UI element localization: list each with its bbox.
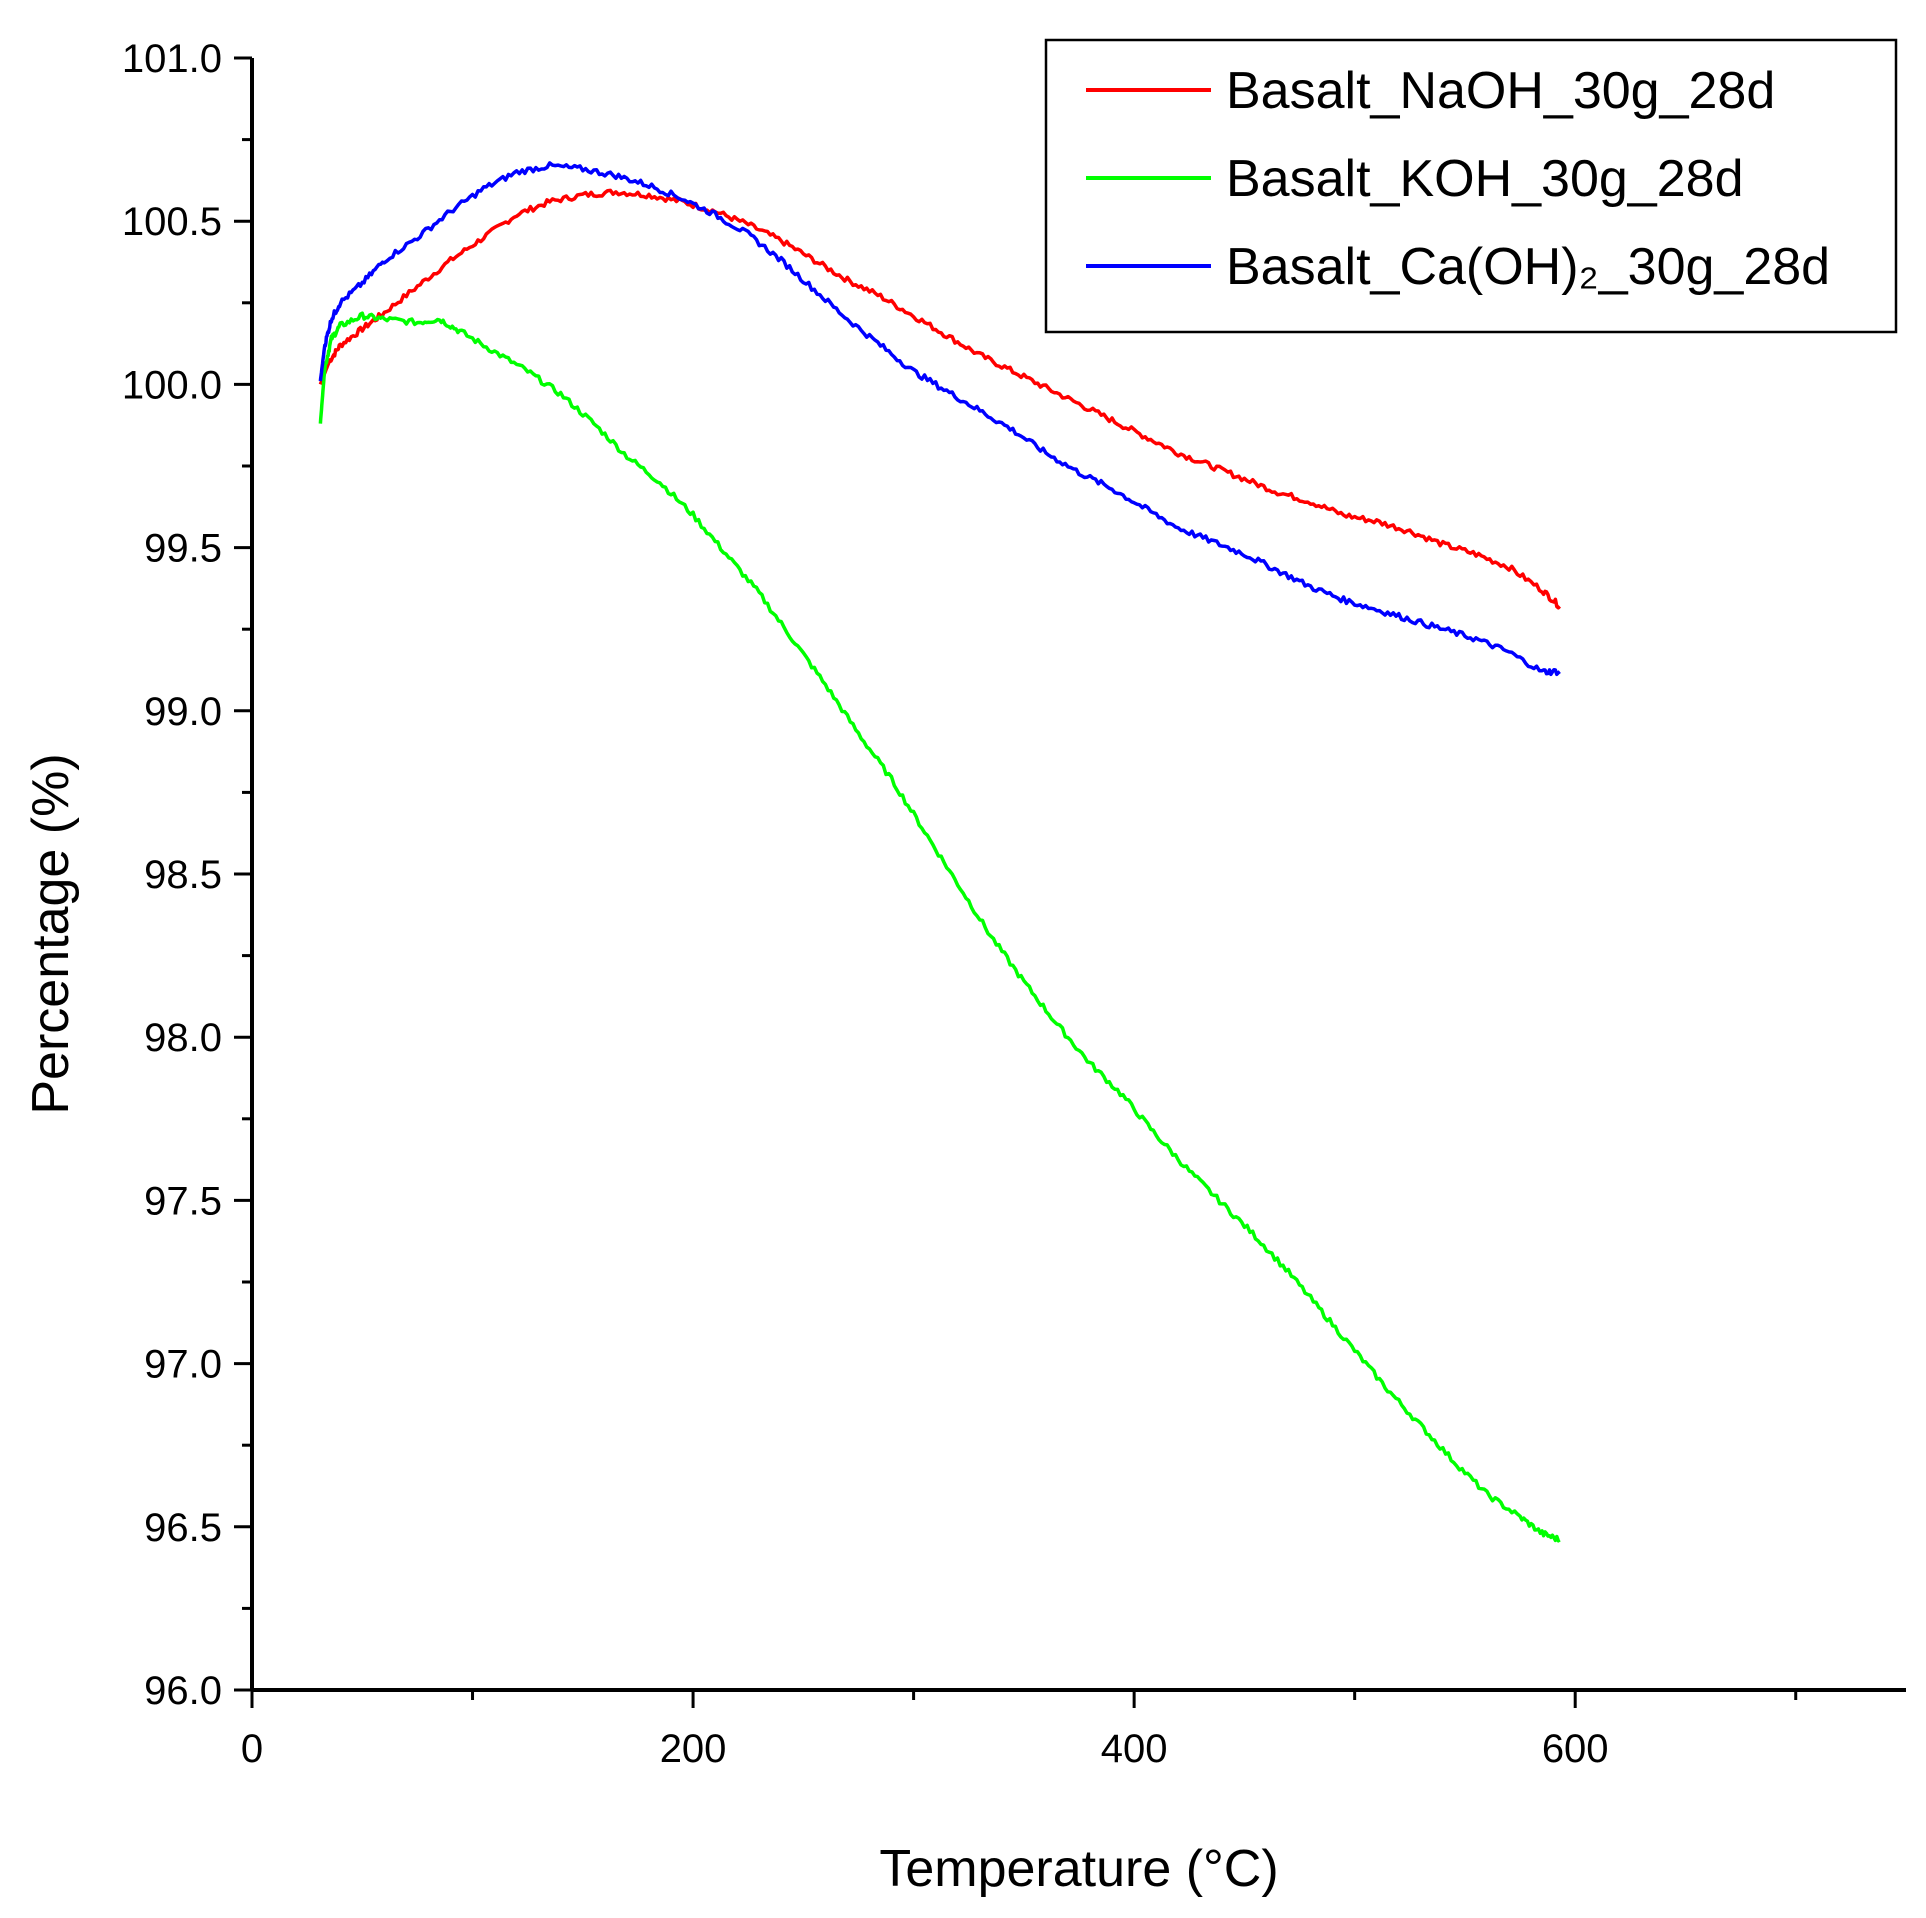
x-tick-label: 0 (241, 1727, 263, 1771)
series-line-1 (318, 188, 1561, 610)
y-tick-label: 100.0 (122, 363, 222, 407)
x-tick-label: 200 (660, 1727, 727, 1771)
y-tick-label: 98.0 (144, 1016, 222, 1060)
y-tick-label: 96.0 (144, 1669, 222, 1713)
series-line-2 (318, 311, 1561, 1543)
y-tick-label: 97.0 (144, 1343, 222, 1387)
y-tick-label: 100.5 (122, 200, 222, 244)
series-layer (318, 161, 1561, 1543)
axes: 96.0 96.5 97.0 97.5 98.0 98.5 99.0 99.5 100.0 100… (122, 37, 1906, 1771)
y-tick-label: 101.0 (122, 37, 222, 81)
x-tick-label: 400 (1101, 1727, 1168, 1771)
y-tick-label: 99.0 (144, 690, 222, 734)
legend: Basalt_NaOH_30g_28d Basalt_KOH_30g_28d Bas… (1044, 38, 1898, 334)
series-line-3 (318, 161, 1561, 677)
x-tick-label: 600 (1542, 1727, 1609, 1771)
y-axis-title: Percentage (%) (22, 753, 80, 1114)
y-tick-label: 96.5 (144, 1506, 222, 1550)
legend-label-2: Basalt_KOH_30g_28d (1226, 150, 1744, 208)
y-tick-label: 98.5 (144, 853, 222, 897)
legend-label-1: Basalt_NaOH_30g_28d (1226, 62, 1775, 120)
legend-label-3: Basalt_Ca(OH)₂_30g_28d (1226, 238, 1830, 296)
y-tick-label: 99.5 (144, 527, 222, 571)
y-tick-label: 97.5 (144, 1179, 222, 1223)
x-axis-title: Temperature (°C) (879, 1840, 1278, 1898)
